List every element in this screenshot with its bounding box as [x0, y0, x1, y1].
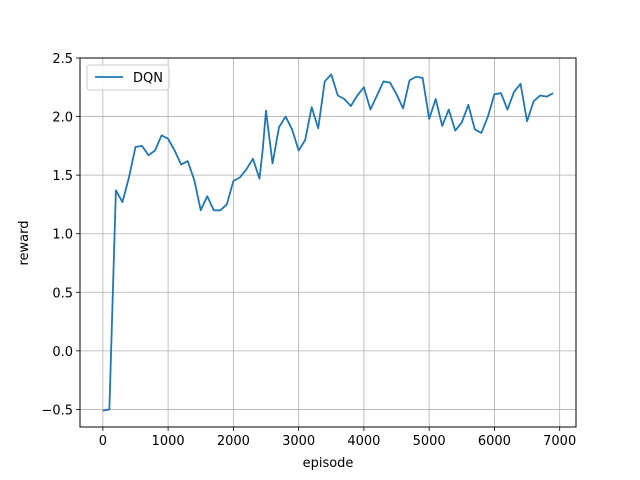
y-tick-label: 1.5	[52, 169, 73, 184]
x-tick-label: 6000	[478, 434, 511, 449]
legend-label-dqn: DQN	[133, 71, 163, 86]
x-tick-label: 4000	[347, 434, 380, 449]
x-tick-label: 0	[99, 434, 107, 449]
x-tick-label: 3000	[282, 434, 315, 449]
y-axis-ticks: −0.5 0.0 0.5 1.0 1.5 2.0 2.5	[41, 52, 80, 418]
x-axis-label: episode	[303, 456, 354, 471]
y-tick-label: 2.5	[52, 52, 73, 67]
x-axis-ticks: 0 1000 2000 3000 4000 5000 6000 7000	[99, 427, 576, 449]
legend-box	[86, 64, 170, 91]
y-tick-label: 0.0	[52, 345, 73, 360]
x-tick-label: 2000	[217, 434, 250, 449]
y-axis-label: reward	[17, 220, 32, 265]
x-tick-label: 1000	[152, 434, 185, 449]
y-tick-label: 0.5	[52, 286, 73, 301]
y-tick-label: 2.0	[52, 111, 73, 126]
y-tick-label: −0.5	[41, 403, 73, 418]
legend: DQN	[86, 64, 170, 91]
plot-frame	[79, 57, 577, 428]
series-layer	[102, 73, 554, 412]
x-tick-label: 5000	[413, 434, 446, 449]
y-tick-label: 1.0	[52, 228, 73, 243]
x-tick-label: 7000	[543, 434, 576, 449]
